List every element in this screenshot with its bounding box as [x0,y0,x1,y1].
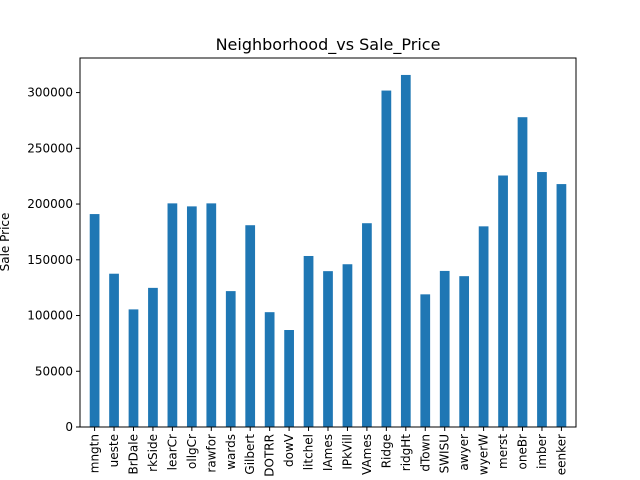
x-tick-label: Gilbert [243,434,257,475]
bar-npkvill [342,264,353,427]
bar-meadowv [284,330,294,427]
x-tick-label: mngtn [88,434,102,473]
x-tick-label: Ridge [379,434,393,468]
bar-blmngtn [89,214,100,427]
bar-gilbert [245,225,256,427]
bar-blueste [109,273,119,427]
x-tick-label: SWISU [438,434,452,473]
x-axis: mngtn ueste BrDale rkSide learCr ollgCr rawfor… [88,427,568,477]
bar-veenker [556,184,567,427]
bar-noridge [381,90,392,428]
bar-brdale [128,309,139,427]
bar-names [323,271,333,427]
y-tick-label: 300000 [27,86,73,100]
bar-nwames [362,223,372,427]
x-tick-label: ollgCr [185,434,199,469]
x-tick-label: ueste [107,434,121,467]
bar-swisu [439,270,450,427]
bar-stonebr [517,117,528,427]
bar-idotrr [264,312,275,427]
x-tick-label: imber [535,434,549,469]
x-tick-label: BrDale [126,434,140,474]
bars-group [89,74,567,428]
x-tick-label: awyer [457,434,471,471]
bar-sawyerw [478,226,489,427]
bar-timber [537,172,547,427]
x-tick-label: eenker [554,434,568,475]
bar-brkside [148,287,158,427]
x-tick-label: dowV [282,433,296,467]
bar-somerst [498,175,508,427]
x-tick-label: IAmes [321,434,335,471]
x-tick-label: DOTRR [263,434,277,477]
y-tick-label: 100000 [27,309,73,323]
bar-mitchel [303,255,314,427]
bar-sawyer [459,276,470,427]
chart-title: Neighborhood_vs Sale_Price [216,35,441,55]
x-tick-label: IPkVill [340,434,354,470]
y-axis-label: Sale Price [0,213,12,272]
x-tick-label: ridgHt [399,434,413,472]
bar-oldtown [420,294,431,427]
x-tick-label: learCr [165,434,179,470]
y-tick-label: 0 [65,420,73,434]
x-tick-label: oneBr [516,434,530,470]
y-tick-label: 200000 [27,197,73,211]
plot-frame [79,57,577,428]
y-tick-label: 50000 [35,364,73,378]
y-tick-label: 250000 [27,141,73,155]
x-tick-label: dTown [418,434,432,472]
x-tick-label: rawfor [204,434,218,473]
bar-nridght [400,74,411,427]
x-tick-label: VAmes [360,434,374,475]
y-tick-label: 150000 [27,253,73,267]
x-tick-label: litchel [302,434,316,470]
x-tick-label: wyerW [477,434,491,475]
x-tick-label: rkSide [146,434,160,472]
x-tick-label: wards [224,434,238,470]
bar-crawfor [206,203,217,427]
bar-clearcr [167,203,178,427]
bar-edwards [225,291,236,427]
x-tick-label: merst [496,434,510,469]
y-axis: 0 50000 100000 150000 200000 250000 300000 [27,86,80,434]
bar-collgcr [186,206,197,427]
